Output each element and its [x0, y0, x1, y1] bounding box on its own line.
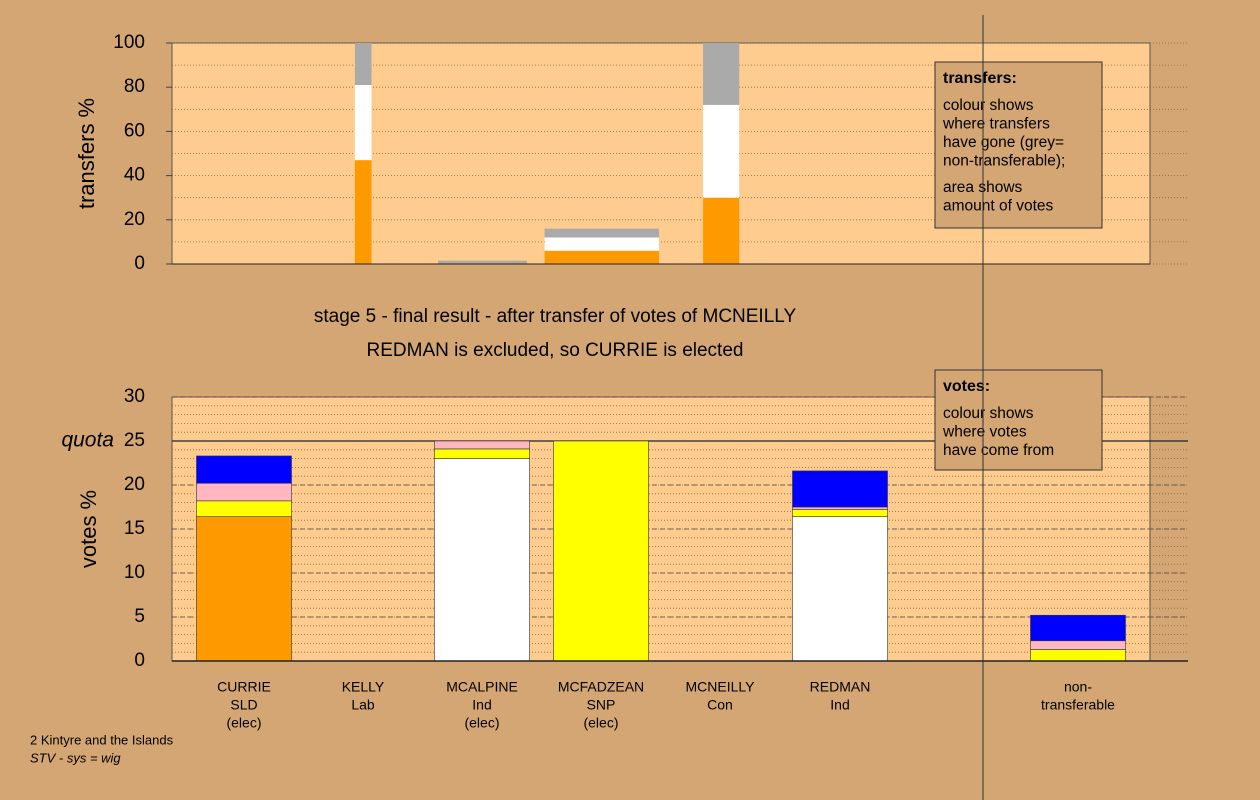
- footer-system: STV - sys = wig: [30, 750, 121, 765]
- legend-box: [934, 369, 1103, 471]
- bar-segment: [438, 260, 528, 264]
- bar-segment: [792, 509, 888, 517]
- x-tick-label: MCNEILLY: [686, 679, 756, 695]
- stage-subtitle: REDMAN is excluded, so CURRIE is elected: [367, 340, 744, 361]
- bar-segment: [434, 458, 530, 662]
- y-tick-label: 20: [124, 209, 145, 230]
- x-tick-label: Con: [707, 697, 733, 713]
- y-axis-label: transfers %: [74, 98, 99, 209]
- bar-segment: [703, 43, 740, 105]
- y-tick-label: 60: [124, 120, 145, 141]
- footer-place: 2 Kintyre and the Islands: [30, 732, 174, 747]
- legend-text: colour shows: [943, 405, 1034, 422]
- x-tick-label: MCFADZEAN: [558, 679, 644, 695]
- bar-segment: [434, 448, 530, 459]
- y-tick-label: 20: [124, 474, 145, 495]
- legend-text: have gone (grey=: [943, 134, 1064, 151]
- bar-segment: [553, 440, 649, 662]
- bar-segment: [1030, 614, 1126, 642]
- legend-text: where votes: [942, 424, 1027, 441]
- legend-title: transfers:: [943, 70, 1017, 87]
- x-tick-label: SLD: [230, 697, 257, 713]
- legend-title: votes:: [943, 378, 990, 395]
- y-tick-label: 10: [124, 562, 145, 583]
- legend-text: amount of votes: [943, 198, 1054, 215]
- x-tick-label: Ind: [830, 697, 849, 713]
- x-tick-label: CURRIE: [217, 679, 271, 695]
- bar-segment: [544, 228, 660, 238]
- x-tick-label: KELLY: [342, 679, 385, 695]
- legend-text: non-transferable);: [943, 153, 1065, 170]
- x-tick-label: transferable: [1041, 697, 1115, 713]
- bar-segment: [544, 250, 660, 264]
- y-tick-label: 0: [134, 253, 145, 274]
- x-tick-label: (elec): [226, 715, 261, 731]
- bar-segment: [354, 160, 372, 264]
- bar-segment: [703, 197, 740, 264]
- x-tick-label: MCALPINE: [446, 679, 518, 695]
- bar-segment: [792, 506, 888, 510]
- bar-segment: [1030, 649, 1126, 662]
- bar-segment: [354, 43, 372, 85]
- bar-segment: [792, 516, 888, 662]
- bar-segment: [792, 470, 888, 508]
- bar-segment: [434, 440, 530, 450]
- y-tick-label: 80: [124, 76, 145, 97]
- bar-segment: [196, 516, 292, 662]
- stage-title: stage 5 - final result - after transfer …: [314, 306, 797, 327]
- quota-label: quota: [61, 429, 114, 452]
- y-tick-label: 30: [124, 386, 145, 407]
- legend-box: [934, 61, 1103, 229]
- legend-text: where transfers: [942, 116, 1050, 133]
- bar-segment: [354, 84, 372, 161]
- y-axis-label: votes %: [76, 490, 101, 568]
- y-tick-label: 40: [124, 165, 145, 186]
- bar-segment: [196, 500, 292, 517]
- x-tick-label: REDMAN: [810, 679, 871, 695]
- x-tick-label: (elec): [583, 715, 618, 731]
- x-tick-label: non-: [1064, 679, 1092, 695]
- x-tick-label: Lab: [351, 697, 375, 713]
- x-tick-label: (elec): [464, 715, 499, 731]
- x-tick-label: SNP: [587, 697, 616, 713]
- y-tick-label: 100: [113, 32, 145, 53]
- bar-segment: [196, 482, 292, 502]
- y-tick-label: 15: [124, 518, 145, 539]
- bar-segment: [703, 104, 740, 198]
- y-tick-label: 0: [134, 650, 145, 671]
- x-tick-label: Ind: [472, 697, 491, 713]
- y-tick-label: 25: [124, 430, 145, 451]
- y-tick-label: 5: [134, 606, 145, 627]
- bar-segment: [544, 237, 660, 251]
- bar-segment: [1030, 640, 1126, 650]
- legend-text: colour shows: [943, 97, 1034, 114]
- legend-text: have come from: [943, 442, 1054, 459]
- bar-segment: [196, 455, 292, 484]
